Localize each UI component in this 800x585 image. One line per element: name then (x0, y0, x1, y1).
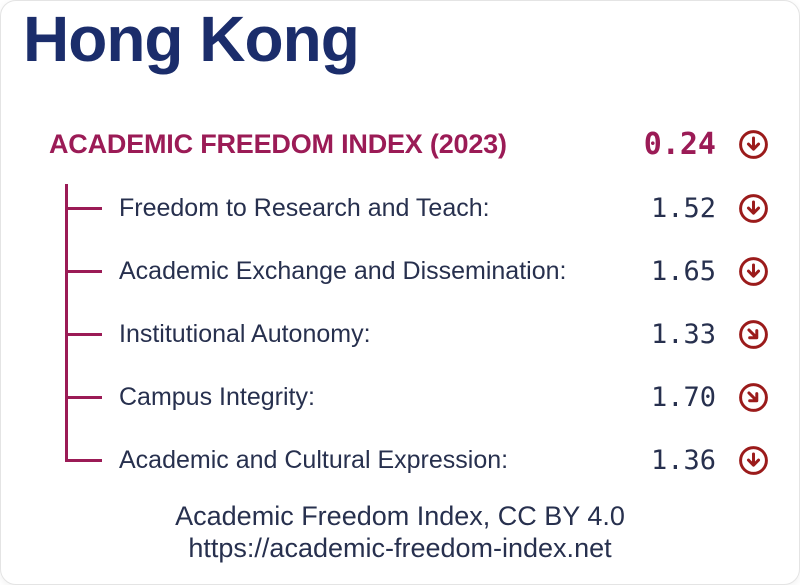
indicator-label: Freedom to Research and Teach: (119, 194, 490, 222)
indicator-row: Freedom to Research and Teach: 1.52 (1, 177, 769, 240)
indicator-row: Campus Integrity: 1.70 (1, 366, 769, 429)
trend-down-icon (738, 193, 769, 224)
indicator-value: 1.70 (650, 382, 716, 413)
indicator-value: 1.36 (650, 445, 716, 476)
indicator-row: Academic Exchange and Dissemination: 1.6… (1, 240, 769, 303)
trend-down-icon (738, 129, 769, 160)
indicator-rows: Freedom to Research and Teach: 1.52 Acad… (1, 177, 769, 492)
trend-down-right-icon (738, 319, 769, 350)
trend-down-icon (738, 445, 769, 476)
tree-branch-line (65, 333, 102, 336)
indicator-value: 1.33 (650, 319, 716, 350)
trend-down-icon (738, 256, 769, 287)
afi-header-row: ACADEMIC FREEDOM INDEX (2023) 0.24 (49, 123, 769, 165)
afi-header-label: ACADEMIC FREEDOM INDEX (2023) (49, 128, 507, 159)
tree-vertical-line (65, 184, 68, 462)
attribution-footer: Academic Freedom Index, CC BY 4.0 https:… (1, 500, 799, 564)
indicator-value: 1.65 (650, 256, 716, 287)
indicator-label: Campus Integrity: (119, 383, 315, 411)
tree-branch-line (65, 207, 102, 210)
source-url-link[interactable]: https://academic-freedom-index.net (188, 533, 612, 563)
indicator-label: Academic and Cultural Expression: (119, 446, 509, 474)
tree-branch-line (65, 459, 102, 462)
country-title: Hong Kong (23, 3, 360, 75)
tree-branch-line (65, 270, 102, 273)
indicator-row: Institutional Autonomy: 1.33 (1, 303, 769, 366)
afi-header-value: 0.24 (643, 126, 716, 162)
trend-down-right-icon (738, 382, 769, 413)
indicator-row: Academic and Cultural Expression: 1.36 (1, 429, 769, 492)
indicator-label: Academic Exchange and Dissemination: (119, 257, 567, 285)
attribution-line: Academic Freedom Index, CC BY 4.0 (175, 501, 625, 531)
indicator-label: Institutional Autonomy: (119, 320, 371, 348)
indicator-value: 1.52 (650, 193, 716, 224)
tree-branch-line (65, 396, 102, 399)
